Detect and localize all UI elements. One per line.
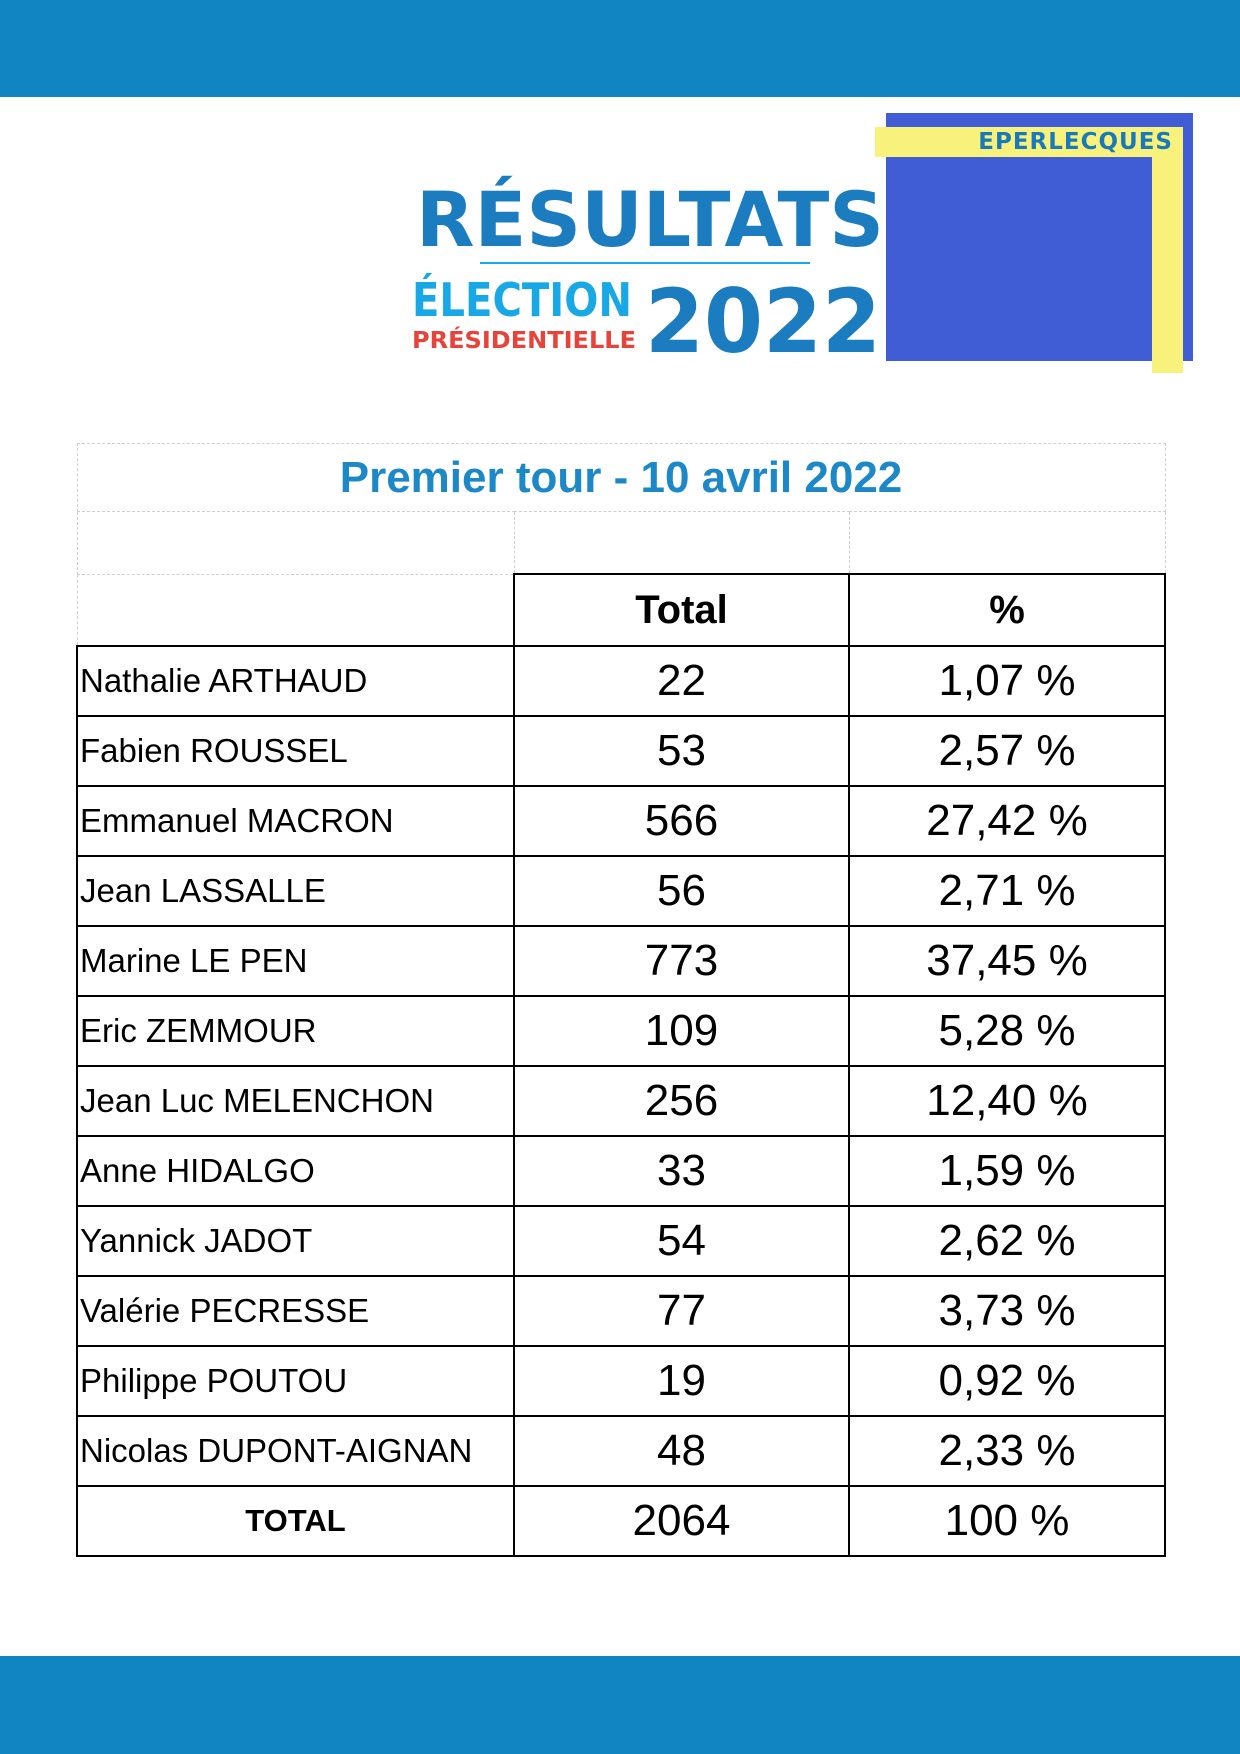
candidate-name: Eric ZEMMOUR [76,995,515,1067]
candidate-name: Marine LE PEN [76,925,515,997]
vote-percent: 5,28 % [848,995,1166,1067]
top-band [0,0,1240,97]
vote-total: 22 [513,645,850,717]
table-row: Emmanuel MACRON 566 27,42 % [76,785,1166,857]
vote-total: 773 [513,925,850,997]
table-row: Nicolas DUPONT-AIGNAN 48 2,33 % [76,1415,1166,1487]
vote-total: 256 [513,1065,850,1137]
table-row: Yannick JADOT 54 2,62 % [76,1205,1166,1277]
vote-total: 19 [513,1345,850,1417]
total-row: TOTAL 2064 100 % [76,1485,1166,1557]
logo-year: 2022 [645,270,881,365]
vote-percent: 2,57 % [848,715,1166,787]
candidate-name: Nathalie ARTHAUD [76,645,515,717]
commune-badge-post [1152,127,1183,373]
vote-percent: 1,59 % [848,1135,1166,1207]
vote-percent: 12,40 % [848,1065,1166,1137]
vote-percent: 37,45 % [848,925,1166,997]
candidate-name: Anne HIDALGO [76,1135,515,1207]
table-row: Nathalie ARTHAUD 22 1,07 % [76,645,1166,717]
vote-percent: 0,92 % [848,1345,1166,1417]
table-row: Marine LE PEN 773 37,45 % [76,925,1166,997]
logo-resultats: RÉSULTATS [416,175,884,264]
vote-total: 33 [513,1135,850,1207]
candidate-name: Emmanuel MACRON [76,785,515,857]
table-header-row: Total % [76,573,1166,647]
column-header-percent: % [848,573,1166,647]
vote-percent: 2,33 % [848,1415,1166,1487]
vote-total: 109 [513,995,850,1067]
logo-presidentielle: PRÉSIDENTIELLE [412,326,636,354]
vote-total: 566 [513,785,850,857]
commune-badge: EPERLECQUES [875,113,1195,373]
candidate-name: Valérie PECRESSE [76,1275,515,1347]
table-title: Premier tour - 10 avril 2022 [76,443,1166,512]
vote-total: 53 [513,715,850,787]
commune-badge-bar [875,127,1183,157]
total-label: TOTAL [76,1485,515,1557]
table-row: Eric ZEMMOUR 109 5,28 % [76,995,1166,1067]
grand-total: 2064 [513,1485,850,1557]
vote-total: 48 [513,1415,850,1487]
table-row: Fabien ROUSSEL 53 2,57 % [76,715,1166,787]
candidate-name: Fabien ROUSSEL [76,715,515,787]
logo-election: ÉLECTION [412,273,632,327]
spacer-cell [513,511,850,575]
vote-percent: 3,73 % [848,1275,1166,1347]
candidate-name: Philippe POUTOU [76,1345,515,1417]
candidate-name: Jean LASSALLE [76,855,515,927]
results-table: Premier tour - 10 avril 2022 Total % Nat… [76,443,1166,1557]
logo-divider [480,262,810,264]
candidate-name: Yannick JADOT [76,1205,515,1277]
table-row: Jean Luc MELENCHON 256 12,40 % [76,1065,1166,1137]
vote-percent: 27,42 % [848,785,1166,857]
grand-total-percent: 100 % [848,1485,1166,1557]
column-header-total: Total [513,573,850,647]
election-logo-graphic: RÉSULTATS ÉLECTION PRÉSIDENTIELLE 2022 [412,175,884,373]
vote-percent: 1,07 % [848,645,1166,717]
table-spacer-row [76,511,1166,575]
table-row: Jean LASSALLE 56 2,71 % [76,855,1166,927]
table-title-row: Premier tour - 10 avril 2022 [76,443,1166,512]
table-row: Anne HIDALGO 33 1,59 % [76,1135,1166,1207]
spacer-cell [848,511,1166,575]
commune-name: EPERLECQUES [978,129,1173,155]
vote-total: 77 [513,1275,850,1347]
vote-total: 54 [513,1205,850,1277]
vote-percent: 2,62 % [848,1205,1166,1277]
table-row: Philippe POUTOU 19 0,92 % [76,1345,1166,1417]
column-header-name [76,573,515,647]
vote-percent: 2,71 % [848,855,1166,927]
bottom-band [0,1656,1240,1754]
candidate-name: Nicolas DUPONT-AIGNAN [76,1415,515,1487]
spacer-cell [76,511,515,575]
election-logo: RÉSULTATS ÉLECTION PRÉSIDENTIELLE 2022 [410,150,890,373]
vote-total: 56 [513,855,850,927]
table-row: Valérie PECRESSE 77 3,73 % [76,1275,1166,1347]
candidate-name: Jean Luc MELENCHON [76,1065,515,1137]
